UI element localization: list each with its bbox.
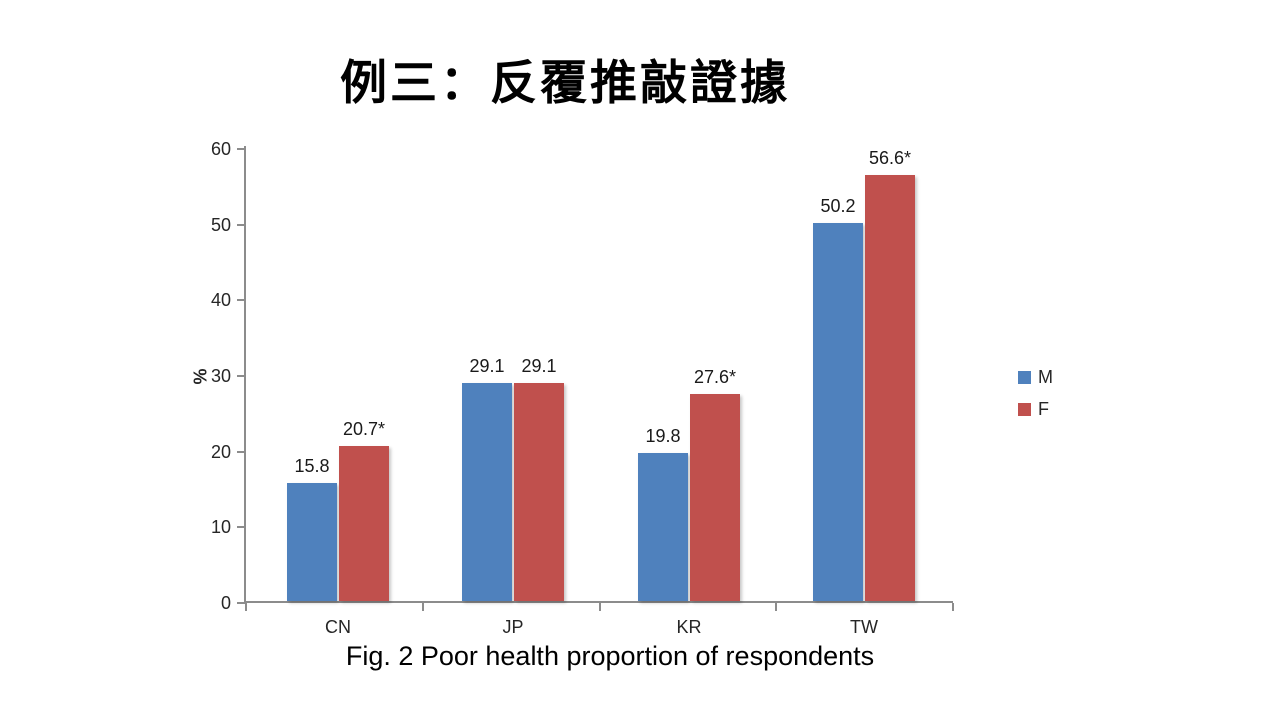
category-label: KR (676, 617, 702, 637)
y-tick (237, 526, 244, 529)
x-tick (421, 603, 424, 611)
bar-male (462, 382, 512, 601)
bar-female (514, 382, 564, 601)
legend-swatch-m-icon (1018, 370, 1031, 384)
y-tick (237, 223, 244, 226)
y-tick (237, 299, 244, 302)
category-label: TW (850, 617, 878, 637)
y-axis-line (244, 146, 246, 604)
x-tick (245, 603, 247, 611)
bar-value-label: 29.1 (469, 355, 505, 376)
bar-value-label: 19.8 (645, 426, 681, 447)
y-tick-label: 50 (210, 214, 231, 235)
y-tick (237, 450, 244, 453)
legend-label: M (1038, 367, 1053, 387)
y-tick-label: 40 (210, 290, 231, 311)
bar-value-label: 20.7* (342, 419, 386, 440)
y-tick (237, 375, 244, 377)
slide-title: 例三：反覆推敲證據 (340, 56, 790, 111)
bar-value-label: 15.8 (294, 456, 330, 477)
bar-female (339, 446, 389, 601)
legend-label: F (1038, 399, 1049, 419)
bar-male (287, 483, 337, 601)
x-axis-line (244, 601, 953, 603)
y-tick-label: 10 (210, 517, 231, 538)
y-tick-label: 20 (210, 441, 231, 462)
bar-value-label: 56.6* (868, 147, 912, 168)
category-label: JP (502, 617, 524, 637)
category-label: CN (325, 617, 351, 637)
y-tick-label: 30 (210, 366, 231, 386)
bar-male (813, 223, 863, 601)
bar-value-label: 27.6* (693, 367, 737, 388)
legend-item: F (1018, 400, 1053, 418)
x-tick (598, 603, 601, 611)
bar-value-label: 50.2 (820, 196, 856, 217)
bar-value-label: 29.1 (521, 355, 557, 376)
bar-female (865, 174, 915, 601)
legend-swatch-f-icon (1018, 402, 1031, 416)
y-tick-label: 0 (220, 593, 231, 613)
bar-female (690, 394, 740, 601)
y-tick-label: 60 (210, 139, 231, 159)
legend-item: M (1018, 368, 1053, 386)
x-tick (775, 603, 778, 611)
x-tick (952, 603, 954, 611)
chart-caption: Fig. 2 Poor health proportion of respond… (345, 641, 875, 671)
y-tick (237, 148, 244, 150)
y-tick (237, 602, 244, 604)
bar-male (638, 453, 688, 601)
